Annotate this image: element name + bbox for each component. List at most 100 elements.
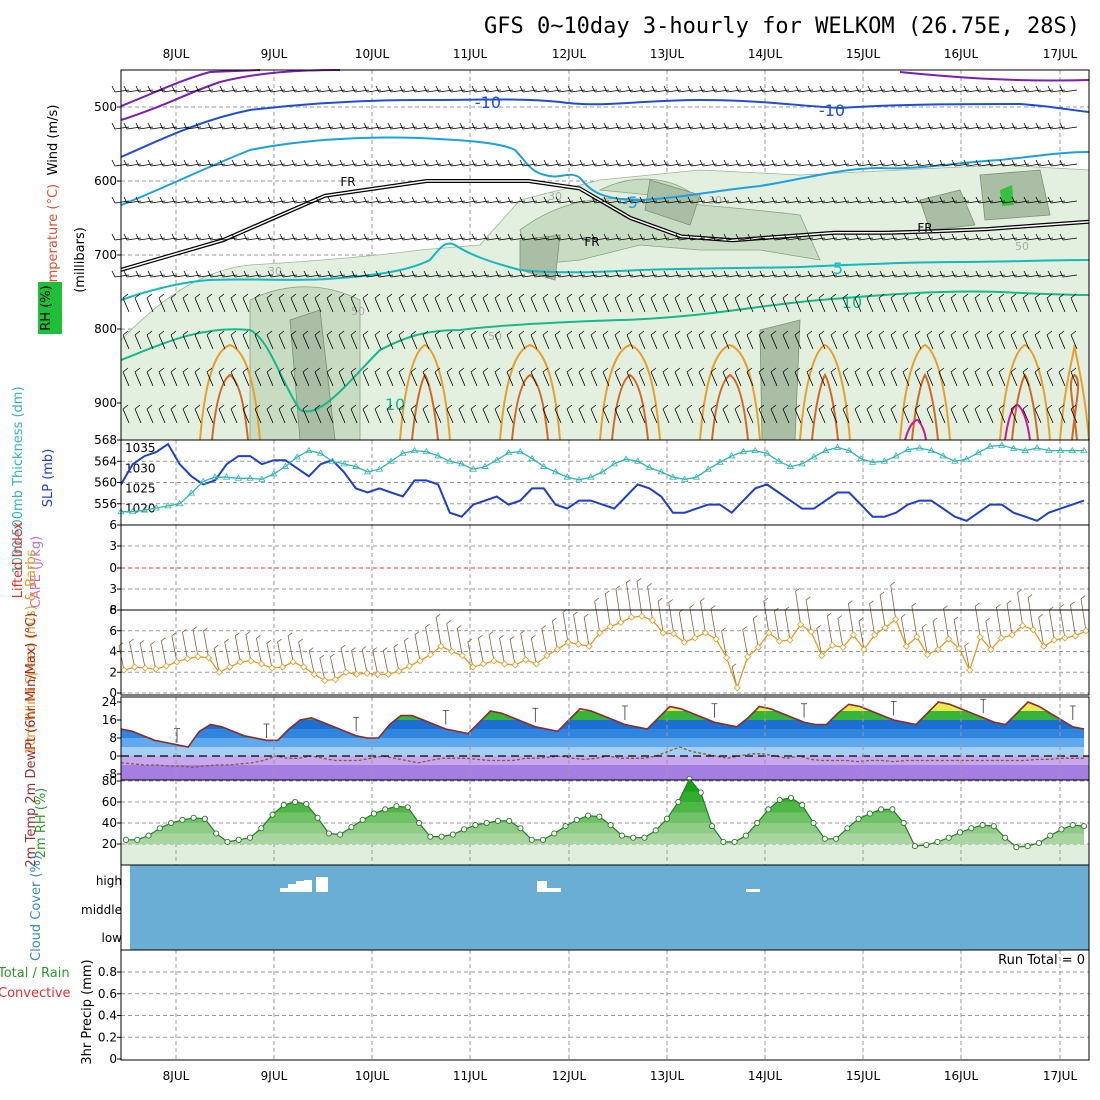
wind-barb (135, 122, 154, 130)
wind-barb (495, 270, 514, 278)
wind-barb (963, 85, 982, 93)
wind-barb (735, 159, 754, 167)
wind10-marker (532, 660, 540, 668)
wind-barb (747, 159, 766, 167)
thickness-marker (164, 502, 172, 509)
wind-barb (530, 330, 538, 350)
wind-barb (699, 122, 718, 130)
wind-barb (303, 233, 322, 241)
cape-label: CAPE (J/kg) (29, 536, 44, 608)
wind-barb (374, 404, 382, 424)
wind-barb (423, 233, 442, 241)
wind10-marker (987, 645, 995, 653)
thickness-marker (821, 446, 830, 454)
wind-barb (711, 159, 730, 167)
thickness-marker (305, 446, 313, 454)
rh-marker (168, 819, 175, 827)
wind-barb (255, 122, 274, 130)
thickness-marker (1080, 446, 1088, 454)
wind-barb (123, 85, 142, 93)
wind-barb (326, 367, 334, 387)
date-label-top: 11JUL (453, 47, 488, 61)
wind-barb (843, 270, 862, 278)
wind-barb (566, 293, 574, 313)
wind-barb (591, 85, 610, 93)
dewpoint-line (120, 746, 1084, 768)
wind-barb (1023, 159, 1042, 167)
wind10-barb (678, 609, 685, 643)
wind-barb (974, 367, 982, 387)
wind-barb (219, 270, 238, 278)
rh-marker (1080, 823, 1088, 830)
wind-barb (1059, 196, 1078, 204)
wind10-barb (784, 606, 791, 641)
wind-barb (531, 270, 550, 278)
temp-band (121, 729, 1084, 738)
wind10-marker (353, 670, 361, 678)
wind10-barb (255, 635, 262, 665)
wind-barb (650, 367, 658, 387)
y-tick-label: 0.2 (98, 1030, 117, 1044)
wind-barb (711, 270, 730, 278)
wind10-marker (638, 612, 646, 620)
rh-marker (539, 836, 547, 843)
wind-barb (410, 330, 418, 350)
wind-barb (843, 85, 862, 93)
wind-barb (759, 196, 778, 204)
contour-label: FR (340, 175, 355, 189)
wind-barb (206, 330, 214, 350)
wind-barb (423, 85, 442, 93)
wind10-barb (171, 632, 178, 662)
wind-barb (519, 196, 538, 204)
wind-barb (543, 233, 562, 241)
wind-barb (566, 367, 574, 387)
wind-barb (602, 330, 610, 350)
wind-barb (350, 404, 358, 424)
y-tick-label: 6 (109, 518, 117, 532)
wind-barb (1010, 404, 1018, 424)
wind-barb (134, 330, 142, 350)
wind-barb (915, 270, 934, 278)
wind-barb (999, 159, 1018, 167)
wind-barb (375, 233, 394, 241)
rh-marker (573, 816, 580, 823)
wind-barb (650, 293, 658, 313)
wind10-marker (1071, 632, 1079, 640)
wind10-marker (247, 657, 255, 665)
wind-barb (135, 85, 154, 93)
wind-barb (866, 404, 874, 424)
wind-barb (254, 404, 262, 424)
wind-barb (194, 367, 202, 387)
upper-air-ylabel: Wind (m/s) Temperature (°C) RH (%) (mill… (38, 105, 88, 334)
wind-barb (735, 85, 754, 93)
rh-marker (427, 833, 434, 840)
wind-barb (458, 330, 466, 350)
wind-barb (279, 85, 298, 93)
wind-barb (1047, 196, 1066, 204)
wind-barb (927, 233, 946, 241)
thickness-marker (434, 452, 442, 459)
wind-barb (951, 85, 970, 93)
wind-barb (1059, 85, 1078, 93)
wind-barb (675, 85, 694, 93)
wind-barb (290, 404, 298, 424)
wind-barb (866, 330, 874, 350)
rh-marker (709, 823, 716, 830)
wind-barb (1070, 404, 1078, 424)
wind-barb (638, 330, 646, 350)
wind10-barb (1069, 601, 1076, 637)
wind10-marker (215, 668, 223, 676)
wind-barb (687, 159, 706, 167)
wind10-barb (731, 663, 738, 688)
wind-barb (674, 404, 682, 424)
wind-barb (915, 159, 934, 167)
wind10-barb (298, 638, 305, 668)
thickness-marker (363, 468, 372, 475)
wind-barb (819, 233, 838, 241)
wind-barb (651, 85, 670, 93)
wind-barb (207, 122, 226, 130)
wind-barb (423, 270, 442, 278)
y-tick-label: 0 (109, 561, 117, 575)
wind10-marker (913, 633, 921, 641)
wind-barb (483, 196, 502, 204)
